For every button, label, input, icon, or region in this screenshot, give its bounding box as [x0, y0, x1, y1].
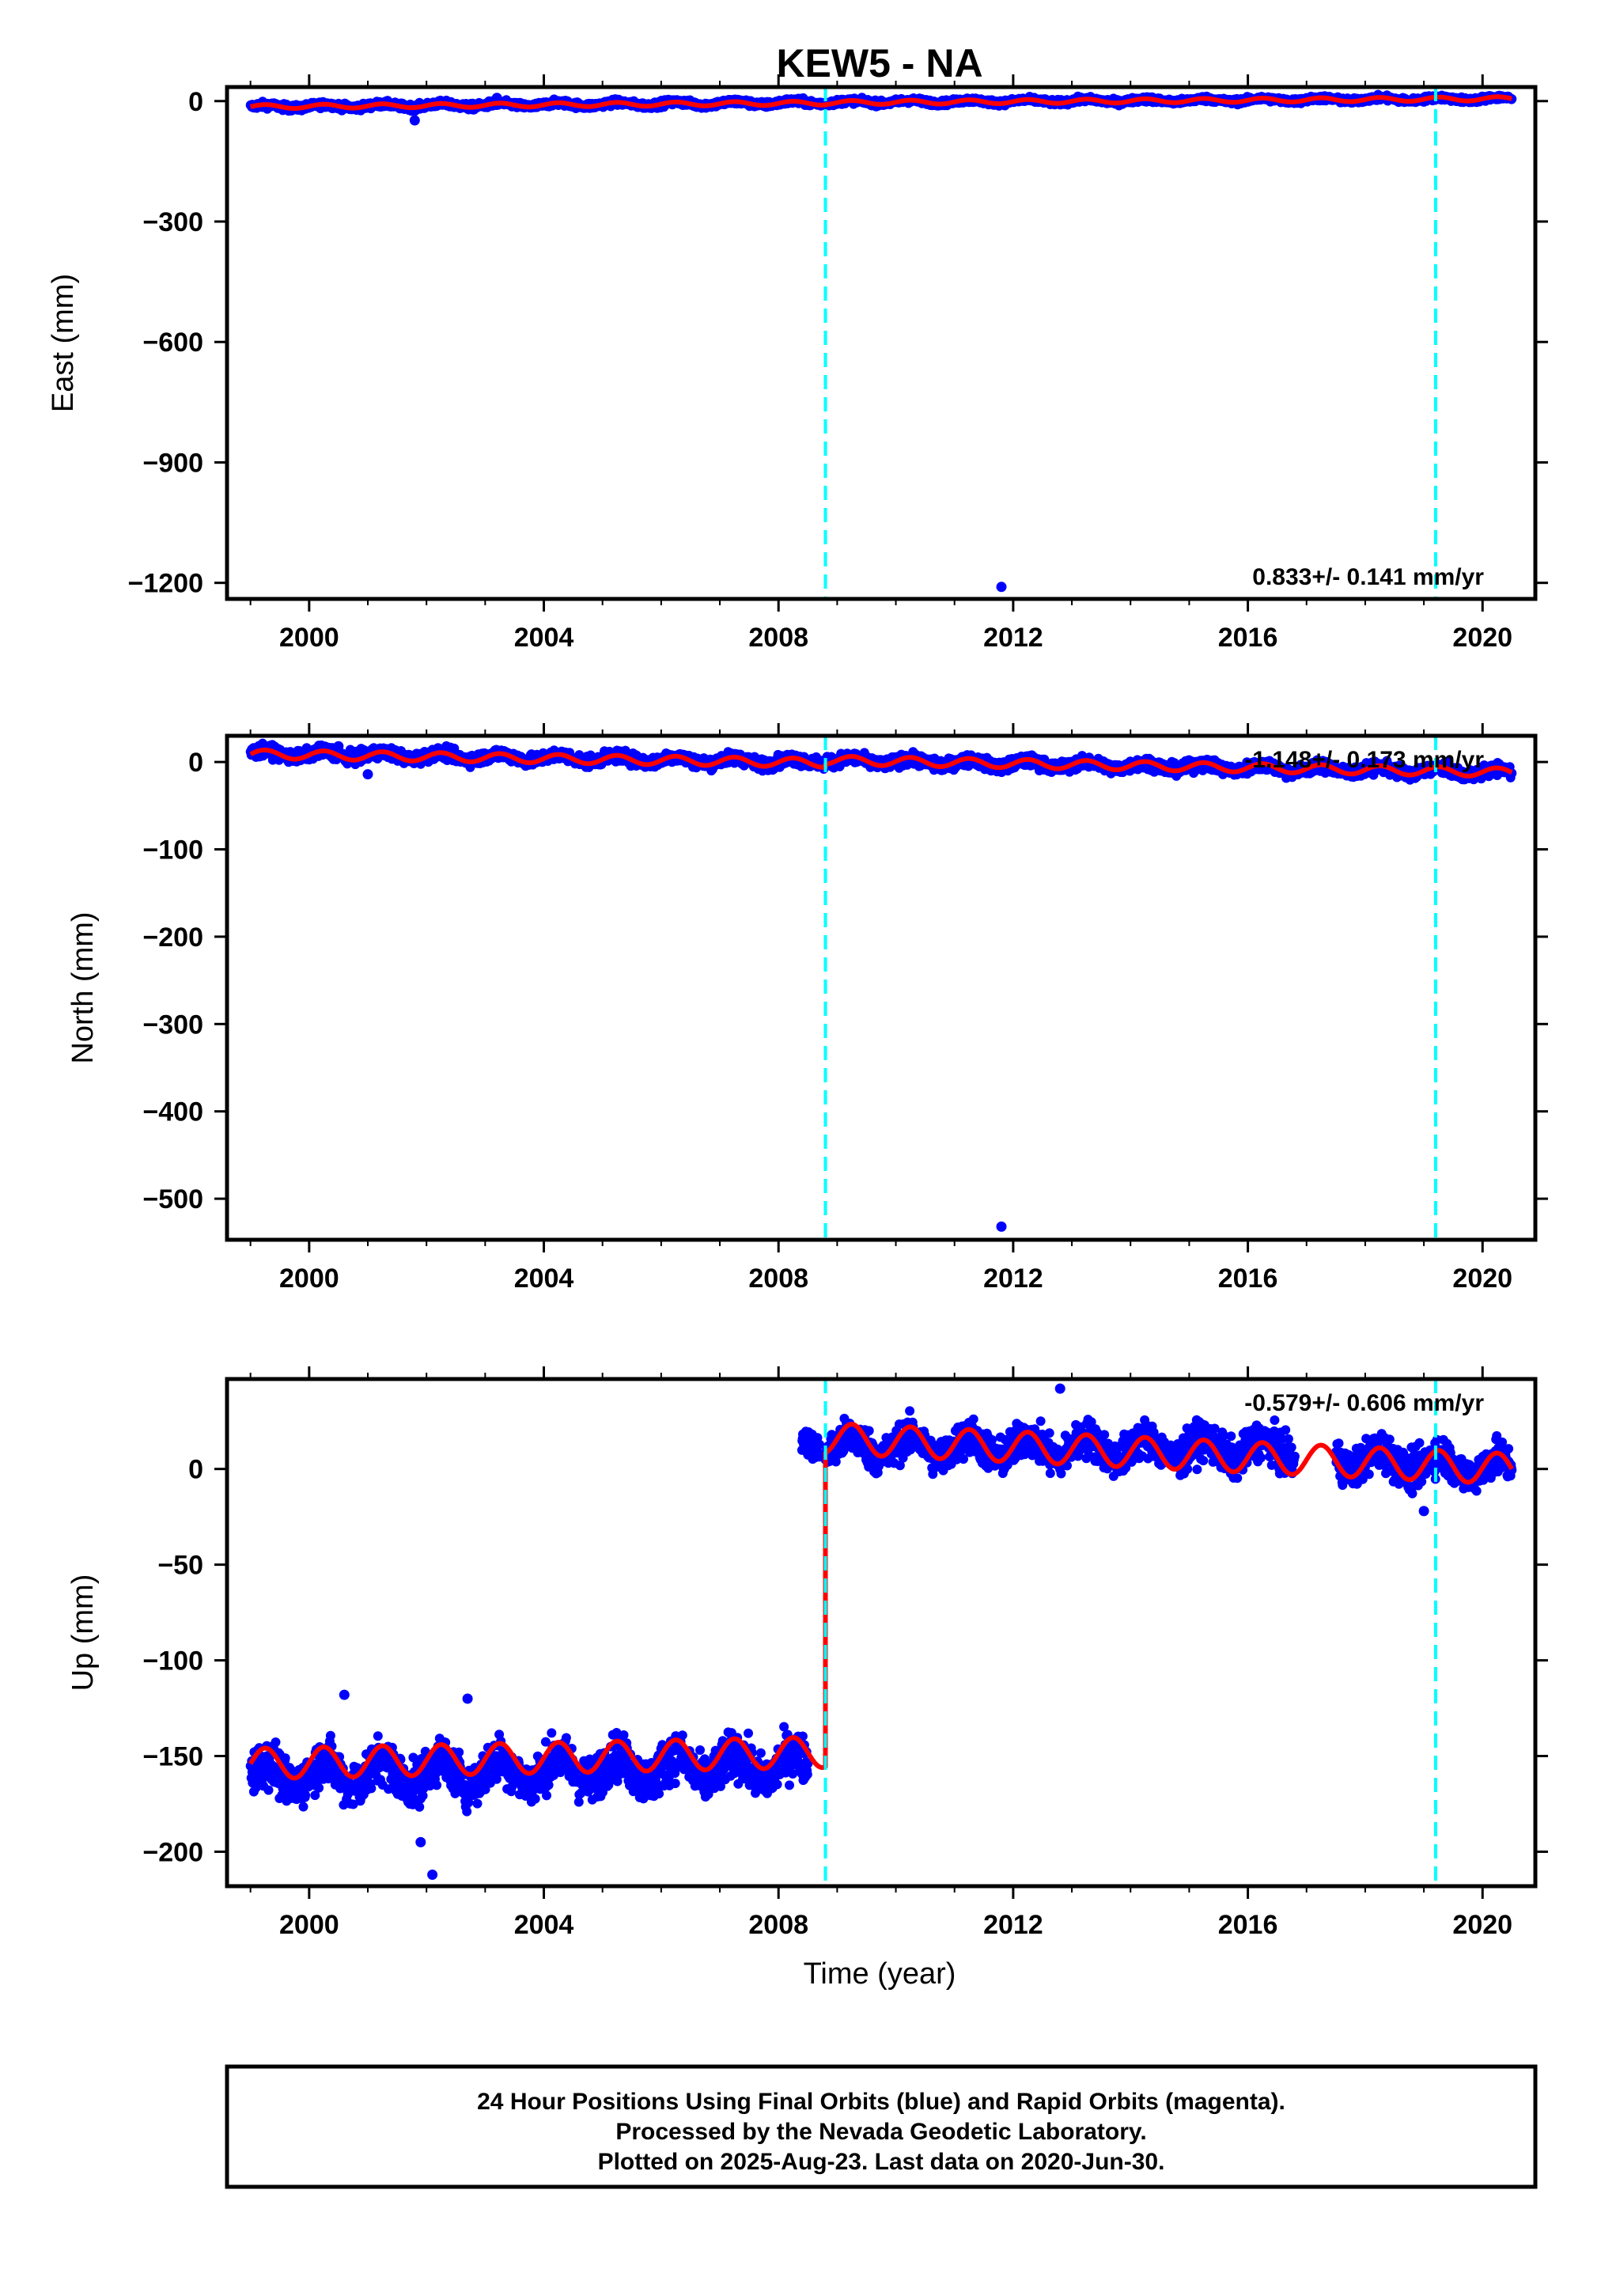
x-tick-label: 2004 — [514, 623, 574, 653]
y-tick-label: −300 — [142, 207, 203, 237]
outlier-point — [996, 582, 1007, 593]
outlier-point — [409, 115, 420, 126]
x-tick-label: 2000 — [279, 623, 339, 653]
east-panel: 0 −300 −600 −900 −1200 2000 2004 2008 2012 2016 20… — [47, 74, 1548, 653]
y-tick-label: −600 — [142, 328, 203, 358]
y-tick-label: −900 — [142, 448, 203, 478]
chart-title: KEW5 - NA — [776, 41, 982, 85]
north-data-points — [245, 738, 1517, 1232]
x-tick-label: 2012 — [983, 623, 1043, 653]
y-tick-label: −1200 — [128, 569, 204, 599]
y-tick-label: 0 — [188, 87, 203, 117]
x-tick-label: 2008 — [748, 623, 808, 653]
x-tick-label: 2016 — [1218, 623, 1278, 653]
east-rate-annotation: 0.833+/- 0.141 mm/yr — [1252, 564, 1484, 590]
east-axis-label: East (mm) — [47, 274, 80, 412]
east-data-points — [245, 89, 1517, 593]
x-tick-label: 2020 — [1452, 623, 1512, 653]
east-plot-frame — [225, 85, 1538, 601]
